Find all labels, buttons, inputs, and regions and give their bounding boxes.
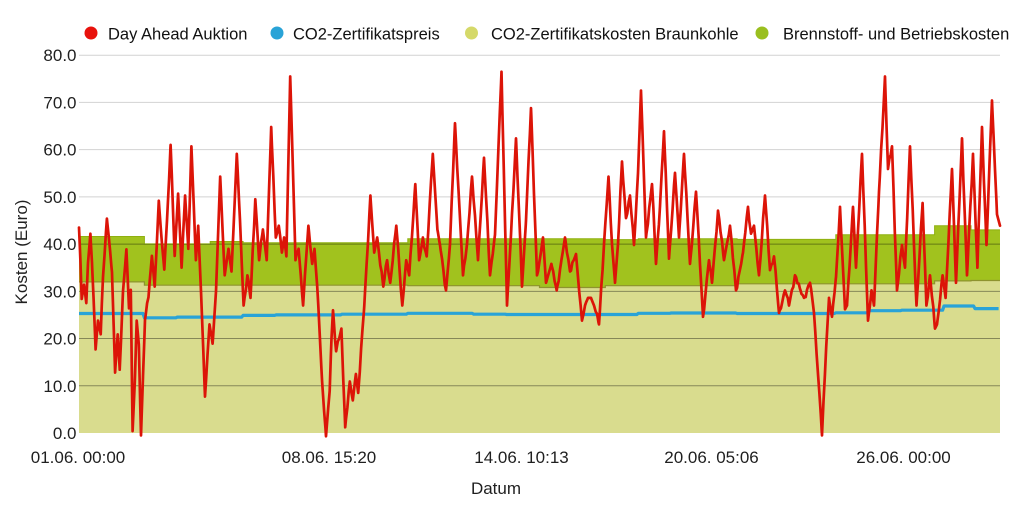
svg-text:80.0: 80.0 [43, 46, 76, 65]
svg-text:Brennstoff- und Betriebskosten: Brennstoff- und Betriebskosten [783, 26, 1009, 44]
svg-text:0.0: 0.0 [53, 424, 77, 443]
svg-text:CO2-Zertifikatspreis: CO2-Zertifikatspreis [293, 26, 440, 44]
svg-text:30.0: 30.0 [43, 282, 76, 301]
svg-text:40.0: 40.0 [43, 235, 76, 254]
svg-text:26.06. 00:00: 26.06. 00:00 [856, 448, 951, 467]
svg-text:20.0: 20.0 [43, 330, 76, 349]
svg-text:14.06. 10:13: 14.06. 10:13 [474, 448, 569, 467]
svg-text:60.0: 60.0 [43, 141, 76, 160]
svg-text:Kosten (Euro): Kosten (Euro) [12, 200, 31, 305]
svg-text:50.0: 50.0 [43, 188, 76, 207]
svg-text:Datum: Datum [471, 479, 521, 498]
svg-text:70.0: 70.0 [43, 93, 76, 112]
svg-text:10.0: 10.0 [43, 377, 76, 396]
svg-text:08.06. 15:20: 08.06. 15:20 [282, 448, 377, 467]
svg-text:Day Ahead Auktion: Day Ahead Auktion [108, 26, 247, 44]
svg-text:CO2-Zertifikatskosten Braunkoh: CO2-Zertifikatskosten Braunkohle [491, 26, 739, 44]
svg-text:20.06. 05:06: 20.06. 05:06 [664, 448, 759, 467]
svg-text:01.06. 00:00: 01.06. 00:00 [31, 448, 126, 467]
